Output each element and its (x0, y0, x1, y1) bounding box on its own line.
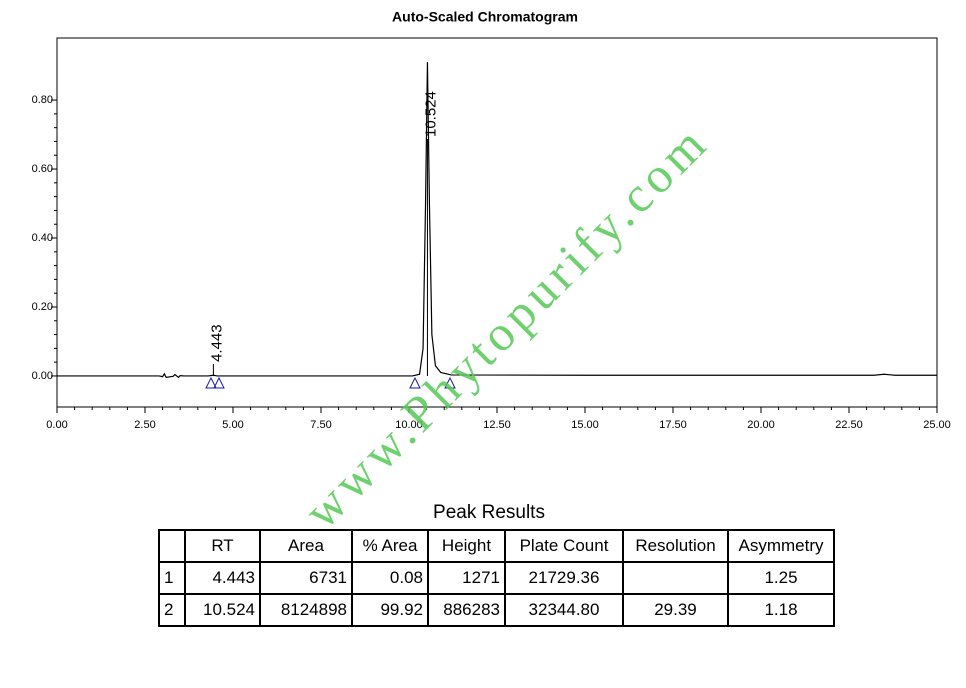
x-tick-label: 0.00 (46, 419, 67, 431)
table-row: 1 4.443 6731 0.08 1271 21729.36 1.25 (158, 561, 835, 595)
chart: Auto-Scaled Chromatogram 0.00 2.50 5.00 7.5… (32, 9, 951, 431)
table-cell: 2 (158, 593, 186, 627)
x-tick-label: 7.50 (310, 419, 331, 431)
table-cell: 1 (158, 561, 186, 595)
y-tick-label: 0.60 (32, 163, 53, 175)
table-cell: 8124898 (259, 593, 353, 627)
table-cell: 0.08 (351, 561, 429, 595)
x-tick-label: 20.00 (747, 419, 775, 431)
marker (205, 376, 217, 389)
peak-label: 10.524 (422, 91, 439, 137)
marker (213, 376, 225, 389)
table-cell: 1.25 (727, 561, 835, 595)
peak-label: 4.443 (208, 324, 225, 362)
x-tick-label: 5.00 (222, 419, 243, 431)
table-cell: 99.92 (351, 593, 429, 627)
table-row: 2 10.524 8124898 99.92 886283 32344.80 29.39 1.… (158, 593, 835, 627)
x-tick-label: 25.00 (923, 419, 951, 431)
table-cell: 1.18 (727, 593, 835, 627)
table-cell: 32344.80 (504, 593, 624, 627)
x-tick-label: 22.50 (835, 419, 863, 431)
x-tick-label: 12.50 (483, 419, 511, 431)
marker (444, 376, 456, 389)
y-tick-label: 0.80 (32, 94, 53, 106)
table-cell (158, 529, 186, 563)
marker (409, 376, 421, 389)
y-tick-label: 0.40 (32, 232, 53, 244)
table-cell: 21729.36 (504, 561, 624, 595)
table-cell: 1271 (427, 561, 506, 595)
table-title: Peak Results (433, 502, 545, 523)
table-cell: 4.443 (184, 561, 261, 595)
trace (57, 62, 937, 379)
y-tick-label: 0.20 (32, 301, 53, 313)
baseline-markers (205, 376, 456, 389)
x-tick-label: 2.50 (134, 419, 155, 431)
table-cell: 6731 (259, 561, 353, 595)
y-tick-label: 0.00 (32, 370, 53, 382)
table-cell (622, 561, 729, 595)
table-cell: Asymmetry (727, 529, 835, 563)
table-cell: Plate Count (504, 529, 624, 563)
table-cell: 29.39 (622, 593, 729, 627)
x-tick-label: 10.00 (395, 419, 423, 431)
plot-frame (56, 37, 938, 408)
header-row: RT Area% Area Height Plate Count Resolution A… (158, 529, 835, 563)
table-cell: 10.524 (184, 593, 261, 627)
table-cell: Resolution (622, 529, 729, 563)
x-tick-label: 15.00 (571, 419, 599, 431)
x-tick-label: 17.50 (659, 419, 687, 431)
table-cell: RT (184, 529, 261, 563)
peak-table: RT Area% Area Height Plate Count Resolution A… (158, 529, 835, 627)
table-cell: % Area (351, 529, 429, 563)
table-cell: Area (259, 529, 353, 563)
table-cell: 886283 (427, 593, 506, 627)
chart-title: Auto-Scaled Chromatogram (392, 9, 578, 25)
table-cell: Height (427, 529, 506, 563)
